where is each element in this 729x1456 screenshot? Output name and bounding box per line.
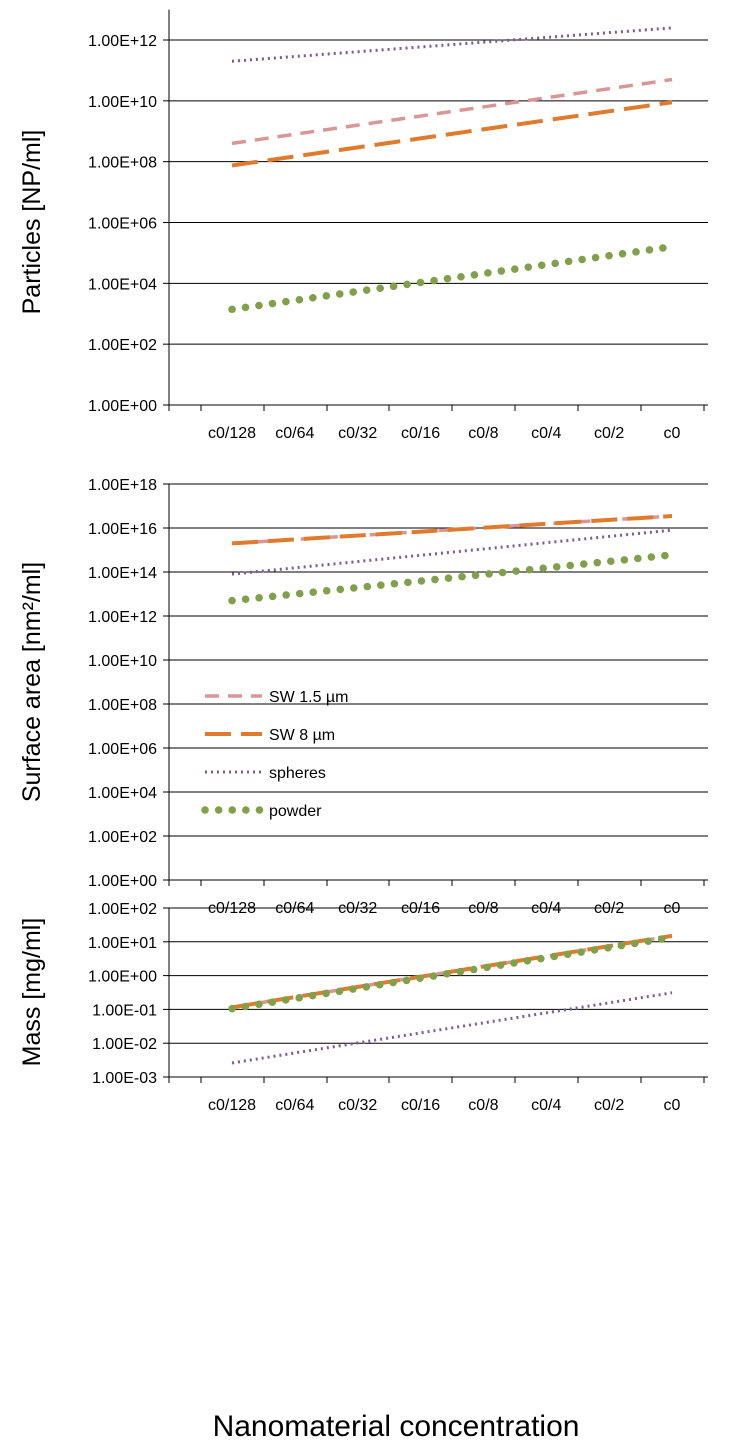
y-tick-label: 1.00E+02 xyxy=(88,901,157,918)
series-line-spheres xyxy=(231,991,673,1065)
x-tick-label-c0-8: c0/8 xyxy=(468,1097,498,1114)
y-tick-label: 1.00E+14 xyxy=(88,565,157,582)
legend-label-spheres: spheres xyxy=(269,765,326,782)
series-line-sw-8-um xyxy=(231,100,673,168)
y-tick-label: 1.00E+02 xyxy=(88,337,157,354)
y-tick-label: 1.00E+08 xyxy=(88,155,157,172)
series-line-powder xyxy=(228,551,676,605)
x-tick-label-c0-16: c0/16 xyxy=(401,1097,440,1114)
y-axis-title: Particles [NP/ml] xyxy=(18,130,46,315)
y-tick-label: 1.00E+12 xyxy=(88,33,157,50)
y-tick-label: 1.00E+06 xyxy=(88,216,157,233)
legend-label-sw-1-5-um: SW 1.5 µm xyxy=(269,689,348,706)
y-axis-title: Mass [mg/ml] xyxy=(18,918,46,1067)
y-tick-label: 1.00E+04 xyxy=(88,276,157,293)
y-tick-label: 1.00E+06 xyxy=(88,741,157,758)
x-tick-label-c0-2: c0/2 xyxy=(594,1097,624,1114)
y-tick-label: 1.00E+16 xyxy=(88,521,157,538)
y-tick-label: 1.00E+02 xyxy=(88,829,157,846)
x-tick-label-c0-4: c0/4 xyxy=(531,425,561,442)
x-tick-label-c0: c0 xyxy=(664,425,681,442)
x-tick-label-c0-4: c0/4 xyxy=(531,1097,561,1114)
x-tick-label-c0-128: c0/128 xyxy=(208,1097,256,1114)
y-tick-label: 1.00E+04 xyxy=(88,785,157,802)
y-tick-label: 1.00E+18 xyxy=(88,477,157,494)
y-tick-label: 1.00E-02 xyxy=(92,1036,157,1053)
mass-chart: 1.00E-03 1.00E-02 1.00E-01 1.00E+00 1.00E+01… xyxy=(18,901,708,1114)
y-axis-title: Surface area [nm²/ml] xyxy=(18,562,46,802)
particles-chart: 1.00E+00 1.00E+02 1.00E+04 1.00E+06 1.00E+08… xyxy=(18,9,708,442)
x-tick-label-c0-64: c0/64 xyxy=(275,425,314,442)
series-line-powder xyxy=(228,242,676,314)
x-tick-label-c0-32: c0/32 xyxy=(338,1097,377,1114)
series-line-spheres xyxy=(231,26,673,63)
y-tick-label: 1.00E+00 xyxy=(88,969,157,986)
y-tick-label: 1.00E+10 xyxy=(88,653,157,670)
series-line-sw-8-um xyxy=(231,933,673,1010)
x-tick-label-c0-2: c0/2 xyxy=(594,425,624,442)
surface-area-chart: 1.00E+00 1.00E+02 1.00E+04 1.00E+06 1.00E+08… xyxy=(18,477,708,917)
series-line-sw-1-5-um xyxy=(231,77,673,146)
series-line-spheres xyxy=(231,528,673,576)
legend: SW 1.5 µm SW 8 µm spheres powder xyxy=(201,689,348,820)
x-tick-label-c0-32: c0/32 xyxy=(338,425,377,442)
y-tick-label: 1.00E-01 xyxy=(92,1002,157,1019)
x-tick-label-c0-8: c0/8 xyxy=(468,425,498,442)
x-axis-title: Nanomaterial concentration xyxy=(213,1410,580,1443)
x-tick-label-c0-64: c0/64 xyxy=(275,1097,314,1114)
y-tick-label: 1.00E+10 xyxy=(88,94,157,111)
y-tick-label: 1.00E+08 xyxy=(88,697,157,714)
x-tick-label-c0-128: c0/128 xyxy=(208,425,256,442)
x-tick-label-c0-16: c0/16 xyxy=(401,425,440,442)
y-tick-label: 1.00E-03 xyxy=(92,1070,157,1087)
legend-label-powder: powder xyxy=(269,803,322,820)
x-tick-label-c0: c0 xyxy=(664,1097,681,1114)
y-tick-label: 1.00E+00 xyxy=(88,873,157,890)
y-tick-label: 1.00E+01 xyxy=(88,935,157,952)
y-tick-label: 1.00E+12 xyxy=(88,609,157,626)
series-line-sw-8-um xyxy=(231,514,673,546)
legend-label-sw-8-um: SW 8 µm xyxy=(269,727,335,744)
y-tick-label: 1.00E+00 xyxy=(88,398,157,415)
